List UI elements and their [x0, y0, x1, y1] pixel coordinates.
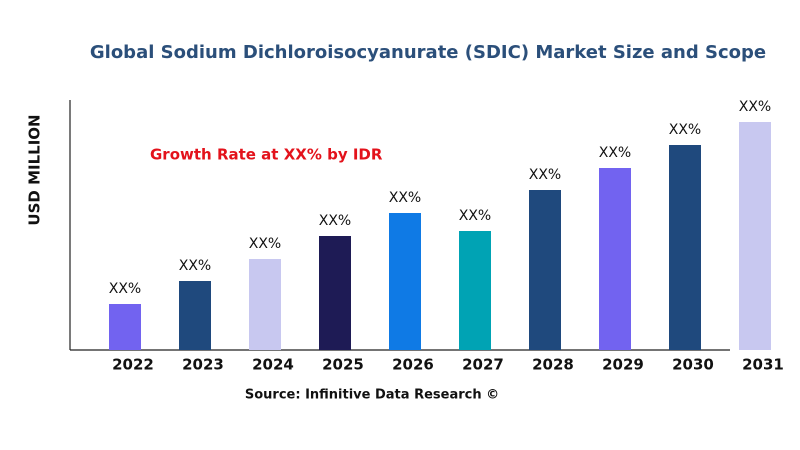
bar: [319, 236, 351, 350]
source: Source: Infinitive Data Research ©: [245, 388, 499, 403]
data-label: XX%: [249, 236, 281, 252]
bar: [109, 304, 141, 350]
x-tick-label: 2025: [322, 356, 364, 374]
x-tick-label: 2028: [532, 356, 574, 374]
bar: [739, 122, 771, 350]
bar: [459, 231, 491, 350]
data-label: XX%: [389, 190, 421, 206]
bar: [389, 213, 421, 350]
data-label: XX%: [179, 258, 211, 274]
bar: [599, 168, 631, 350]
x-tick-label: 2024: [252, 356, 294, 374]
x-tick-label: 2030: [672, 356, 714, 374]
bar: [529, 190, 561, 350]
data-label: XX%: [669, 122, 701, 138]
x-tick-label: 2029: [602, 356, 644, 374]
data-label: XX%: [529, 167, 561, 183]
bar: [669, 145, 701, 350]
bar: [249, 259, 281, 350]
x-tick-label: 2022: [112, 356, 154, 374]
annotation: Growth Rate at XX% by IDR: [150, 146, 383, 164]
data-label: XX%: [319, 213, 351, 229]
x-tick-label: 2026: [392, 356, 434, 374]
x-tick-label: 2023: [182, 356, 224, 374]
data-label: XX%: [109, 281, 141, 297]
data-label: XX%: [739, 99, 771, 115]
y-axis-label: USD MILLION: [26, 114, 44, 225]
x-tick-label: 2031: [742, 356, 784, 374]
bar: [179, 281, 211, 350]
data-label: XX%: [459, 208, 491, 224]
chart-title: Global Sodium Dichloroisocyanurate (SDIC…: [90, 42, 766, 63]
data-label: XX%: [599, 145, 631, 161]
x-tick-label: 2027: [462, 356, 504, 374]
